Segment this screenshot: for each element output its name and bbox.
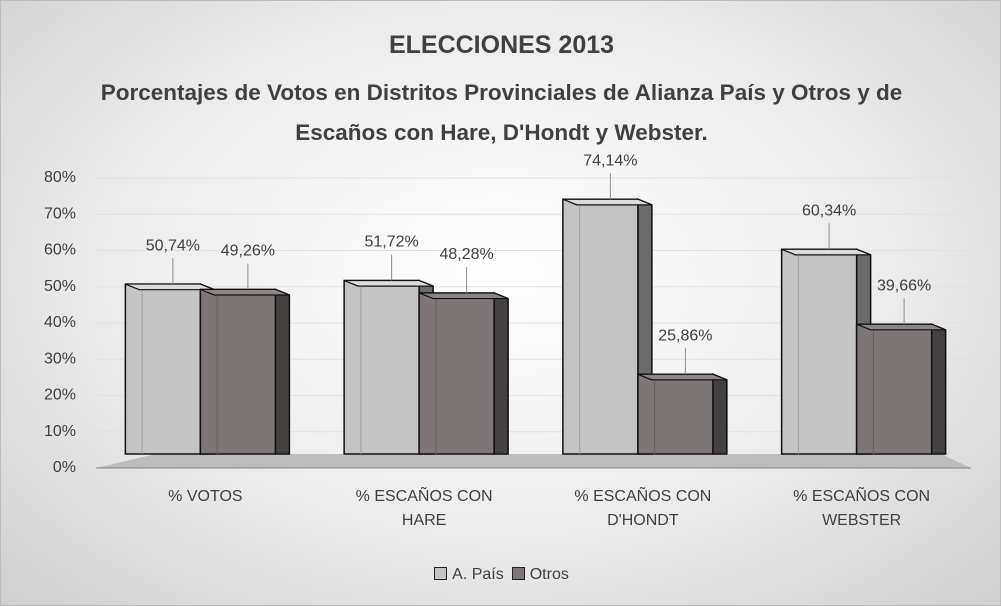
legend-item: A. País xyxy=(434,566,504,584)
data-label: 51,72% xyxy=(364,234,418,251)
bar-top xyxy=(637,373,728,381)
bar-front xyxy=(199,288,277,455)
y-tick-label: 50% xyxy=(44,278,76,295)
y-tick-label: 70% xyxy=(44,205,76,222)
bar-top xyxy=(343,279,434,287)
data-label: 49,26% xyxy=(221,243,275,260)
bar xyxy=(418,291,509,455)
bar xyxy=(562,198,653,455)
legend: A. País Otros xyxy=(1,566,1001,584)
bar xyxy=(855,323,947,455)
y-tick-label: 20% xyxy=(44,387,76,404)
data-label: 48,28% xyxy=(439,246,493,263)
bar-front xyxy=(418,292,495,455)
chart-subtitle: Porcentajes de Votos en Distritos Provin… xyxy=(100,80,903,145)
x-tick-label: % ESCAÑOS CON WEBSTER xyxy=(793,488,931,529)
bar-top xyxy=(856,323,946,331)
y-tick-label: 60% xyxy=(44,242,76,259)
legend-item: Otros xyxy=(511,566,569,584)
data-label: 60,34% xyxy=(802,202,856,219)
x-tick-label: % ESCAÑOS CON HARE xyxy=(355,488,493,529)
bar-side xyxy=(274,288,291,455)
bar-front xyxy=(637,373,714,455)
data-label: 39,66% xyxy=(877,277,931,294)
bar xyxy=(637,373,728,455)
legend-label: A. País xyxy=(452,566,504,583)
data-label: 74,14% xyxy=(583,152,637,169)
bar-top xyxy=(781,248,871,256)
bar-side xyxy=(930,323,947,455)
bar xyxy=(199,288,291,455)
data-label: 50,74% xyxy=(146,237,200,254)
legend-swatch xyxy=(511,567,525,580)
y-tick-label: 80% xyxy=(44,169,76,186)
bar-front xyxy=(343,279,420,455)
y-tick-label: 30% xyxy=(44,350,76,367)
chart-title: ELECCIONES 2013 xyxy=(388,31,615,59)
bar-front xyxy=(780,248,858,455)
y-tick-label: 10% xyxy=(44,423,76,440)
bar-top xyxy=(200,288,290,296)
x-tick-label: % ESCAÑOS CON D'HONDT xyxy=(574,488,712,529)
y-tick-label: 40% xyxy=(44,314,76,331)
x-tick-label: % VOTOS xyxy=(168,488,243,505)
bar-front xyxy=(855,323,933,455)
bar-side xyxy=(712,373,728,455)
data-label: 25,86% xyxy=(658,327,712,344)
y-tick-label: 0% xyxy=(53,459,76,476)
bar-top xyxy=(418,292,509,300)
bar-front xyxy=(562,198,639,455)
bar-top xyxy=(562,198,653,206)
legend-label: Otros xyxy=(529,566,569,583)
floor xyxy=(96,454,971,468)
bar-front xyxy=(124,283,202,455)
bar-side xyxy=(493,291,509,455)
legend-swatch xyxy=(434,567,448,580)
